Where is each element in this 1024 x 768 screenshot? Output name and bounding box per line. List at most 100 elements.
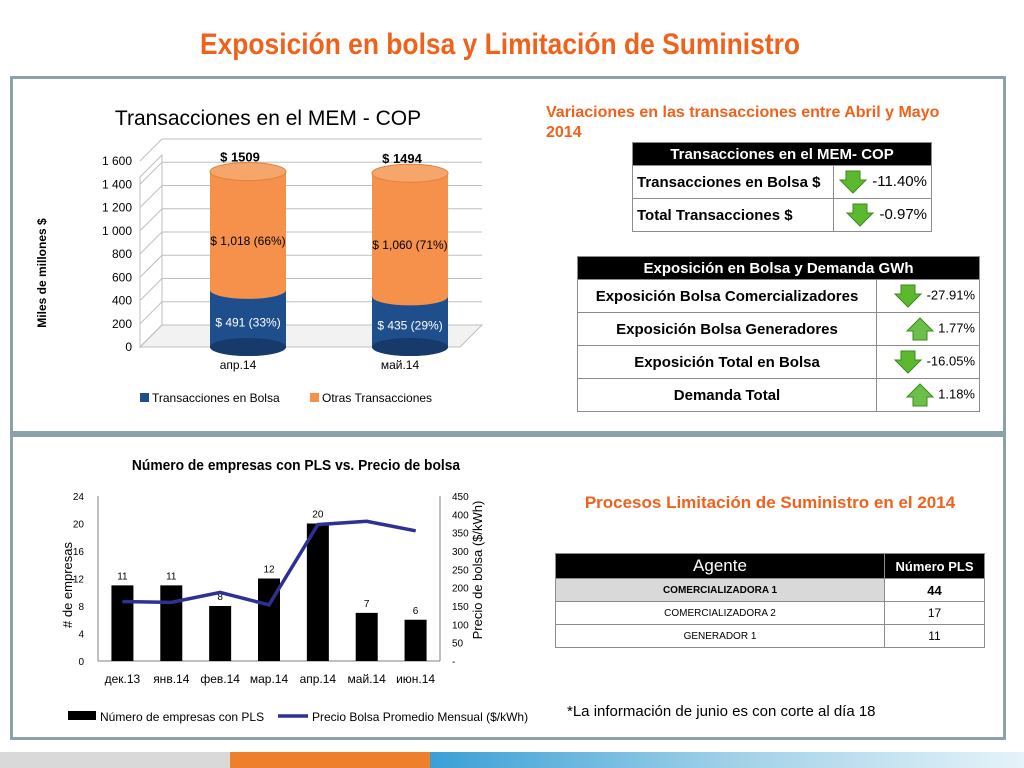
grid-line xyxy=(139,185,163,208)
y2-tick-label: 100 xyxy=(452,620,469,631)
grid-line xyxy=(139,138,163,162)
variaciones-heading: Variaciones en las transacciones entre A… xyxy=(546,104,940,141)
x-tick-label: май.14 xyxy=(381,358,420,372)
x-tick-label: дек.13 xyxy=(105,672,141,686)
price-point xyxy=(317,524,319,526)
y-tick-label: 12 xyxy=(73,575,85,586)
legend-swatch xyxy=(310,393,319,402)
y2-tick-label: 400 xyxy=(452,510,469,521)
y-tick-label: 24 xyxy=(73,492,85,503)
bar-bolsa xyxy=(372,287,448,356)
table-row: COMERCIALIZADORA 2 17 xyxy=(555,601,985,625)
y2-tick-label: - xyxy=(452,657,455,668)
y-tick-label: 0 xyxy=(125,340,132,354)
row-label: Exposición Bolsa Generadores xyxy=(577,312,877,346)
arrow-down-icon xyxy=(846,203,875,227)
row-label: Exposición Bolsa Comercializadores xyxy=(577,279,877,313)
table-row: Exposición Total en Bolsa -16.05% xyxy=(577,345,980,379)
data-label: 20 xyxy=(312,510,324,521)
y-tick-label: 1 200 xyxy=(102,201,132,215)
x-tick-label: апр.14 xyxy=(300,672,337,686)
transacciones-table: Transacciones en el MEM- COP Transaccion… xyxy=(632,142,932,232)
grid-line xyxy=(139,161,163,185)
price-point xyxy=(415,530,417,532)
bar-bolsa-base xyxy=(210,338,286,356)
numero-cell: 17 xyxy=(884,601,985,625)
y-tick-label: 600 xyxy=(112,270,132,284)
bar-otras xyxy=(210,171,286,299)
table-row: Demanda Total 1.18% xyxy=(577,378,980,412)
bar xyxy=(355,612,378,661)
total-label: $ 1494 xyxy=(382,151,423,166)
data-label: 11 xyxy=(117,571,128,582)
bar-bolsa-base xyxy=(372,338,448,356)
y-axis-label: Miles de millones $ xyxy=(35,218,49,328)
bar-bolsa xyxy=(210,280,286,356)
y-tick-label: 8 xyxy=(78,602,84,613)
exposicion-table-header: Exposición en Bolsa y Demanda GWh xyxy=(577,256,980,280)
arrow-up-icon xyxy=(905,383,934,407)
data-label: 8 xyxy=(217,592,223,603)
y-tick-label: 16 xyxy=(73,547,85,558)
price-point xyxy=(219,591,221,593)
grid-line xyxy=(139,324,163,348)
y-tick-label: 0 xyxy=(78,657,84,668)
y2-tick-label: 350 xyxy=(452,529,469,540)
arrow-down-icon xyxy=(893,350,923,374)
exposicion-table: Exposición en Bolsa y Demanda GWh Exposi… xyxy=(577,256,980,412)
procesos-heading: Procesos Limitación de Suministro en el … xyxy=(584,493,956,512)
bar xyxy=(404,619,427,661)
x-tick-label: янв.14 xyxy=(153,672,190,686)
data-label: 6 xyxy=(413,606,419,617)
row-label: Exposición Total en Bolsa xyxy=(577,345,877,379)
numero-cell: 44 xyxy=(884,578,985,602)
total-label: $ 1509 xyxy=(220,150,260,165)
data-label: $ 1,060 (71%) xyxy=(372,238,447,252)
x-tick-label: фев.14 xyxy=(200,672,240,686)
data-label: 12 xyxy=(263,565,275,576)
footer-bar xyxy=(0,752,1024,768)
col-numero: Número PLS xyxy=(884,553,985,579)
y-tick-label: 1 600 xyxy=(102,154,132,168)
legend-label: Otras Transacciones xyxy=(322,391,432,405)
agente-cell: GENERADOR 1 xyxy=(555,624,885,648)
grid-line xyxy=(139,231,163,255)
bar xyxy=(209,606,232,661)
legend-swatch xyxy=(140,393,149,402)
chart-title: Número de empresas con PLS vs. Precio de… xyxy=(132,458,461,475)
y-tick-label: 1 400 xyxy=(102,177,132,191)
x-tick-label: май.14 xyxy=(348,672,387,686)
y2-tick-label: 250 xyxy=(452,565,469,576)
col-agente: Agente xyxy=(555,553,885,579)
procesos-table: Agente Número PLS COMERCIALIZADORA 1 44 … xyxy=(555,553,985,648)
y2-tick-label: 50 xyxy=(452,639,464,650)
price-point xyxy=(366,520,368,522)
x-tick-label: июн.14 xyxy=(396,672,435,686)
data-label: $ 1,018 (66%) xyxy=(210,234,285,248)
x-tick-label: апр.14 xyxy=(220,358,257,372)
arrow-down-icon xyxy=(838,170,868,194)
bar-otras xyxy=(372,173,448,306)
data-label: 7 xyxy=(364,599,370,610)
legend-label: Transacciones en Bolsa xyxy=(152,391,280,405)
y2-tick-label: 200 xyxy=(452,584,469,595)
numero-cell: 11 xyxy=(884,624,985,648)
y-tick-label: 800 xyxy=(112,247,132,261)
bar xyxy=(160,585,183,661)
y2-tick-label: 450 xyxy=(452,492,469,503)
table-row: GENERADOR 1 11 xyxy=(555,624,985,648)
y2-tick-label: 150 xyxy=(452,602,469,613)
y2-axis-label: Precio de bolsa ($/kWh) xyxy=(470,501,485,640)
footnote: *La información de junio es con corte al… xyxy=(567,703,876,720)
table-row: COMERCIALIZADORA 1 44 xyxy=(555,578,985,602)
legend-label: Precio Bolsa Promedio Mensual ($/kWh) xyxy=(312,710,528,724)
table-row: Exposición Bolsa Generadores 1.77% xyxy=(577,312,980,346)
data-label: $ 491 (33%) xyxy=(215,315,280,329)
table-row: Total Transacciones $ -0.97% xyxy=(632,198,932,232)
pls-vs-price-chart: Número de empresas con PLS vs. Precio de… xyxy=(60,458,528,724)
page-title: Exposición en bolsa y Limitación de Sumi… xyxy=(200,28,800,61)
y-tick-label: 4 xyxy=(78,630,84,641)
bar xyxy=(306,523,329,661)
row-value: 1.77% xyxy=(938,320,975,336)
y2-tick-label: 300 xyxy=(452,547,469,558)
